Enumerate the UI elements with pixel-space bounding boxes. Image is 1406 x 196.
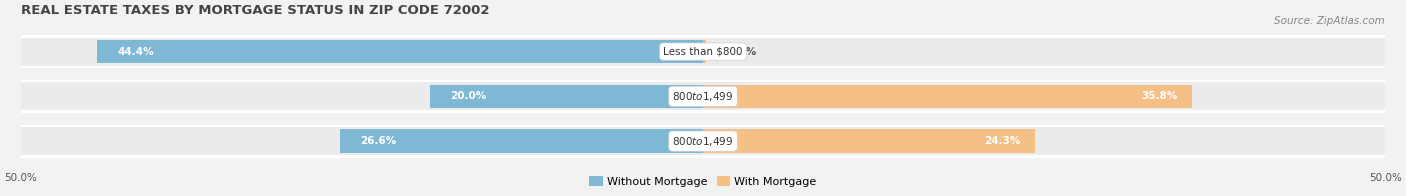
Legend: Without Mortgage, With Mortgage: Without Mortgage, With Mortgage (585, 172, 821, 191)
Text: 26.6%: 26.6% (360, 136, 396, 146)
Text: $800 to $1,499: $800 to $1,499 (672, 90, 734, 103)
Text: 0.25%: 0.25% (720, 47, 756, 57)
Bar (21, 80, 1385, 113)
Bar (21, 35, 1385, 68)
Text: $800 to $1,499: $800 to $1,499 (672, 135, 734, 148)
Bar (21, 127, 1385, 155)
Text: 35.8%: 35.8% (1142, 91, 1178, 101)
Text: Source: ZipAtlas.com: Source: ZipAtlas.com (1274, 16, 1385, 26)
Bar (340, 130, 703, 153)
Bar (21, 37, 1385, 66)
Bar (21, 125, 1385, 158)
Text: 44.4%: 44.4% (118, 47, 155, 57)
Text: 20.0%: 20.0% (450, 91, 486, 101)
Bar (97, 40, 703, 63)
Text: Less than $800: Less than $800 (664, 47, 742, 57)
Bar (703, 130, 1035, 153)
Bar (703, 40, 706, 63)
Bar (703, 85, 1192, 108)
Text: 24.3%: 24.3% (984, 136, 1021, 146)
Bar (430, 85, 703, 108)
Bar (21, 82, 1385, 110)
Text: REAL ESTATE TAXES BY MORTGAGE STATUS IN ZIP CODE 72002: REAL ESTATE TAXES BY MORTGAGE STATUS IN … (21, 4, 489, 17)
